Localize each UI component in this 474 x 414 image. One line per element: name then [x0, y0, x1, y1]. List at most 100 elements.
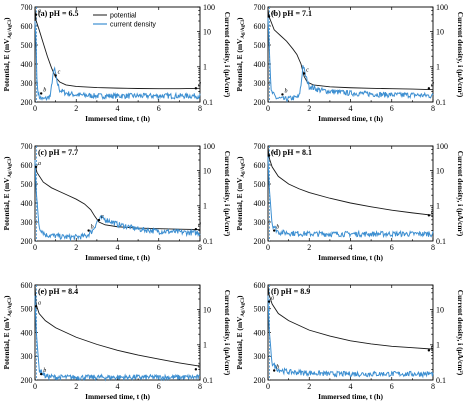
- x-tick-label: 2: [74, 104, 78, 113]
- x-tick-label: 2: [74, 243, 78, 252]
- y-axis-label-main: Potential, E (mV: [2, 177, 11, 230]
- x-tick-label: 0: [266, 104, 270, 113]
- point-label-d: d: [431, 82, 435, 88]
- y-tick-label: 300: [254, 218, 266, 227]
- point-marker-a: [267, 300, 271, 303]
- point-label-c: c: [431, 209, 434, 215]
- y-tick-label: 300: [21, 218, 33, 227]
- y2-tick-label: 0.1: [436, 237, 446, 246]
- point-marker-c: [97, 218, 101, 222]
- y2-tick-label: 0.1: [203, 237, 213, 246]
- y-tick-label: 300: [254, 79, 266, 88]
- y2-tick-label: 0.1: [436, 98, 446, 107]
- y2-axis-label: Current density, i (μA/cm²): [223, 12, 232, 98]
- panel-title: (b) pH = 7.1: [271, 9, 312, 18]
- y-axis-label-end: ): [2, 156, 11, 159]
- y-tick-label: 700: [21, 3, 33, 12]
- y-axis-label-end: ): [235, 17, 244, 20]
- chart-panel-2: 0 2 4 6 8 200 300 400 500 600 700 0.1 1 10 100 Potentia…: [2, 142, 232, 262]
- y-axis-label-end: ): [2, 17, 11, 20]
- point-label-a: a: [271, 11, 274, 17]
- y-axis-label: Potential, E (mVAg/AgCl): [235, 17, 246, 91]
- x-tick-label: 8: [431, 104, 435, 113]
- y2-tick-label: 100: [203, 3, 215, 12]
- x-tick-label: 0: [266, 243, 270, 252]
- x-tick-label: 8: [198, 104, 202, 113]
- y-tick-label: 400: [254, 328, 266, 337]
- point-marker-b: [39, 92, 43, 95]
- y2-axis-label: Current density, i (μA/cm²): [456, 12, 465, 98]
- x-tick-label: 6: [157, 104, 161, 113]
- x-tick-label: 4: [349, 243, 353, 252]
- x-tick-label: 0: [33, 382, 37, 391]
- y-tick-label: 200: [254, 237, 266, 246]
- x-tick-label: 6: [390, 104, 394, 113]
- y2-tick-label: 10: [436, 305, 444, 314]
- point-label-b: b: [276, 225, 279, 231]
- chart-panel-5: 0 2 4 6 8 200 300 400 500 600 0.1 1 10 Potential, E (…: [235, 281, 465, 401]
- y2-tick-label: 1: [203, 341, 207, 350]
- y2-tick-label: 10: [203, 305, 211, 314]
- series-current-density: [34, 295, 201, 382]
- y-axis-label: Potential, E (mVAg/AgCl): [2, 295, 13, 369]
- x-tick-label: 4: [349, 104, 353, 113]
- y-axis-label-end: ): [235, 156, 244, 159]
- x-axis-label: Immersed time, t (h): [318, 253, 383, 262]
- y2-tick-label: 100: [436, 3, 448, 12]
- point-marker-c: [427, 349, 431, 352]
- y2-axis-label: Current density, i (μA/cm²): [456, 151, 465, 237]
- legend-label-current: current density: [110, 22, 156, 29]
- point-label-c: c: [306, 68, 309, 74]
- point-marker-a: [34, 13, 38, 16]
- series-potential: [267, 8, 434, 91]
- point-marker-c: [194, 368, 198, 371]
- series-potential: [34, 6, 201, 90]
- point-marker-d: [194, 228, 198, 231]
- x-tick-label: 6: [157, 382, 161, 391]
- x-axis-label: Immersed time, t (h): [85, 253, 150, 262]
- y-tick-label: 500: [21, 180, 33, 189]
- point-label-c: c: [198, 363, 201, 369]
- y-tick-label: 400: [21, 199, 33, 208]
- point-label-d: d: [198, 223, 202, 229]
- series-current-density: [34, 159, 201, 242]
- plot-frame: [34, 284, 201, 381]
- y2-tick-label: 100: [203, 142, 215, 151]
- x-tick-label: 8: [198, 243, 202, 252]
- point-marker-b: [272, 369, 276, 372]
- y-axis-label-main: Potential, E (mV: [2, 38, 11, 91]
- y-tick-label: 300: [21, 79, 33, 88]
- y-tick-label: 500: [254, 180, 266, 189]
- point-label-b: b: [43, 87, 46, 93]
- y2-tick-label: 10: [436, 166, 444, 175]
- point-label-a: a: [38, 9, 41, 15]
- y-axis-label-main: Potential, E (mV: [235, 177, 244, 230]
- x-tick-label: 8: [431, 382, 435, 391]
- x-tick-label: 6: [390, 243, 394, 252]
- chart-panel-4: 0 2 4 6 8 200 300 400 500 600 0.1 1 10 Potential, E (…: [2, 281, 232, 401]
- y-axis-label-main: Potential, E (mV: [235, 38, 244, 91]
- x-tick-label: 6: [390, 382, 394, 391]
- chart-panel-1: 0 2 4 6 8 200 300 400 500 600 700 0.1 1 10 100 Potentia…: [235, 3, 465, 123]
- point-label-b: b: [43, 368, 46, 374]
- series-current-density: [267, 156, 434, 239]
- point-marker-c: [54, 74, 57, 77]
- y2-tick-label: 0.1: [203, 376, 213, 385]
- series-current-density: [267, 17, 434, 103]
- x-tick-label: 0: [33, 104, 37, 113]
- x-tick-label: 4: [116, 243, 120, 252]
- point-marker-b: [87, 229, 90, 232]
- x-tick-label: 6: [157, 243, 161, 252]
- chart-panel-0: 0 2 4 6 8 200 300 400 500 600 700 0.1 1 10 100 Potentia…: [2, 3, 232, 123]
- y-tick-label: 500: [254, 41, 266, 50]
- point-marker-b: [272, 229, 276, 232]
- x-tick-label: 8: [198, 382, 202, 391]
- y-axis-label-main: Potential, E (mV: [235, 316, 244, 369]
- point-label-a: a: [38, 161, 41, 167]
- y-tick-label: 200: [21, 376, 33, 385]
- y-tick-label: 400: [21, 60, 33, 69]
- y-axis-label-main: Potential, E (mV: [2, 316, 11, 369]
- point-marker-b: [281, 93, 284, 96]
- y2-tick-label: 10: [203, 166, 211, 175]
- point-label-c: c: [431, 344, 434, 350]
